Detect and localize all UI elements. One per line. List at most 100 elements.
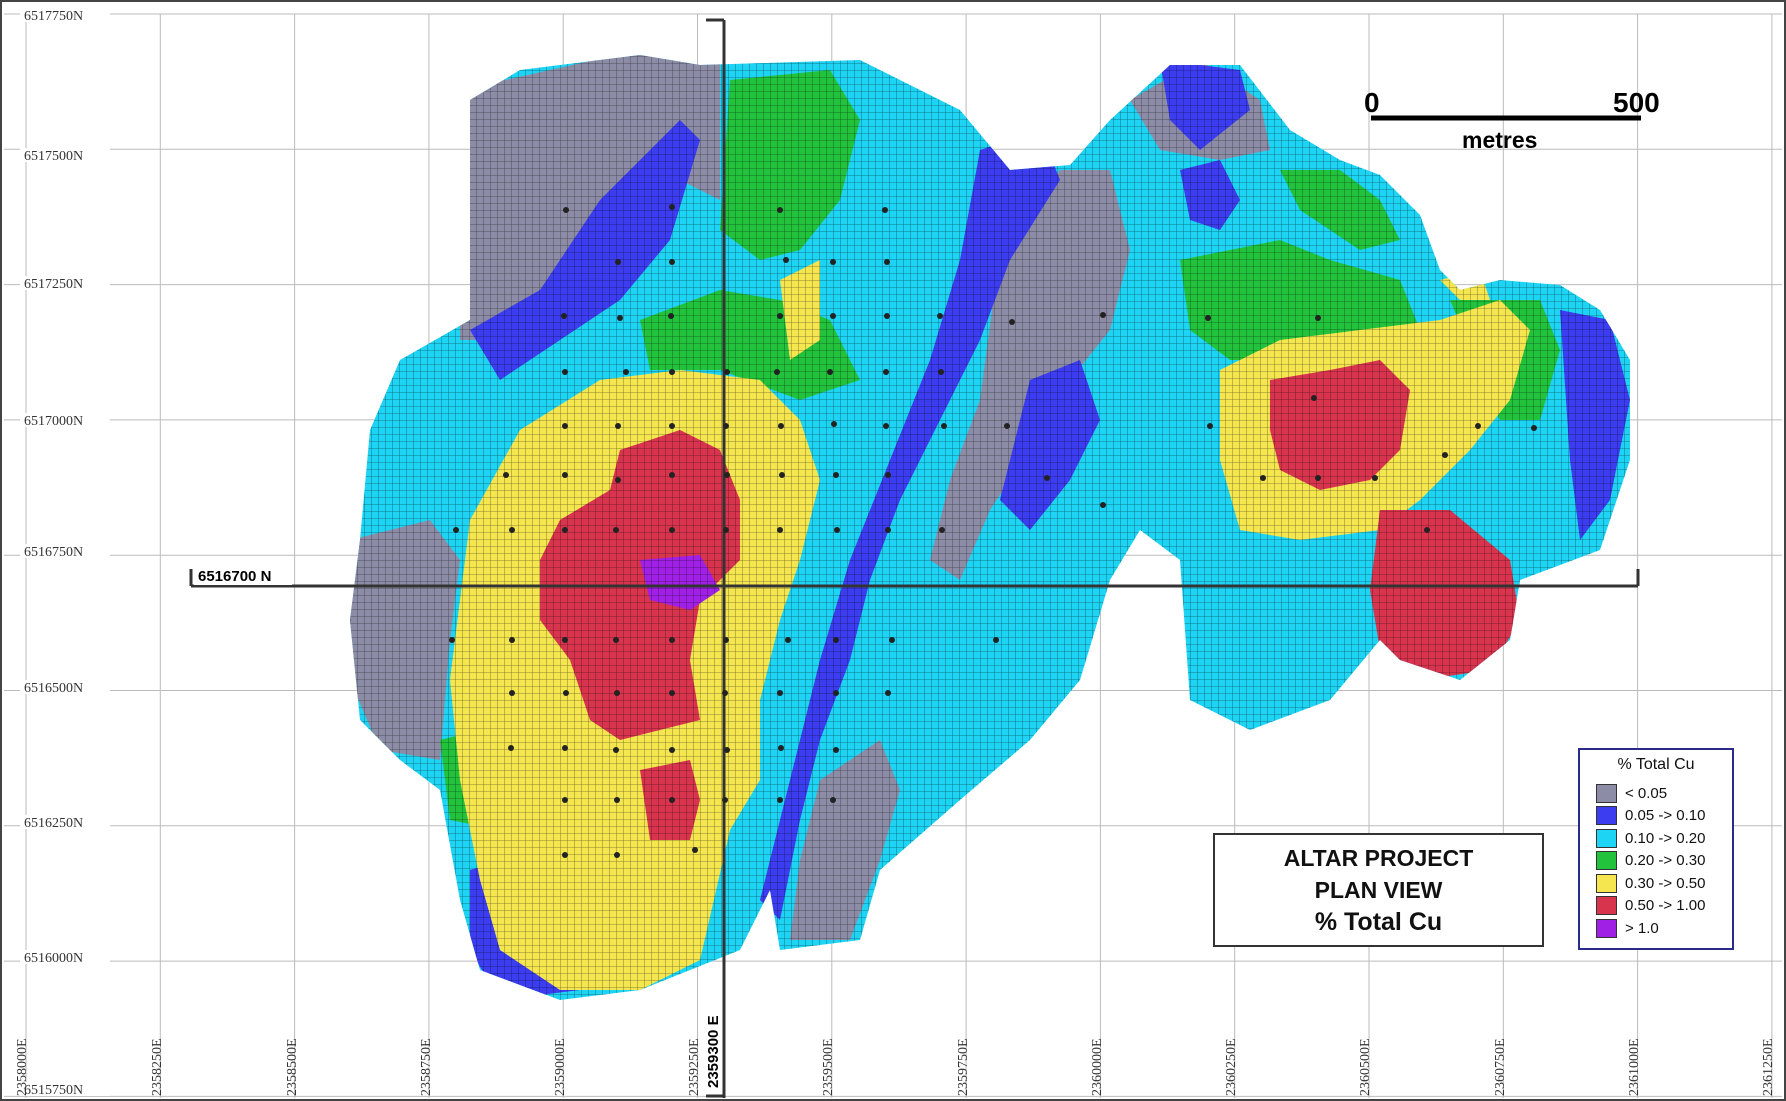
legend-item: 0.05 -> 0.10	[1580, 805, 1732, 828]
drill-hole-collar	[562, 472, 568, 478]
drill-hole-collar	[783, 257, 789, 263]
drill-hole-collar	[778, 745, 784, 751]
northing-label: 6516250N	[24, 816, 83, 831]
drill-hole-collar	[562, 637, 568, 643]
scale-bar: 0 500 metres	[1364, 87, 1660, 153]
drill-hole-collar	[722, 690, 728, 696]
drill-hole-collar	[882, 207, 888, 213]
legend-label: < 0.05	[1625, 784, 1668, 802]
drill-hole-collar	[724, 747, 730, 753]
drill-hole-collar	[614, 797, 620, 803]
drill-hole-collar	[724, 369, 730, 375]
drill-hole-collar	[941, 423, 947, 429]
map-title-box: ALTAR PROJECT PLAN VIEW % Total Cu	[1213, 833, 1544, 947]
drill-hole-collar	[669, 747, 675, 753]
drill-hole-collar	[617, 315, 623, 321]
drill-hole-collar	[938, 369, 944, 375]
drill-hole-collar	[883, 369, 889, 375]
easting-label: 2358000E	[15, 1038, 30, 1096]
northing-label: 6516500N	[24, 681, 83, 696]
drill-hole-collar	[777, 797, 783, 803]
drill-hole-collar	[830, 313, 836, 319]
drill-hole-collar	[993, 637, 999, 643]
drill-hole-collar	[562, 369, 568, 375]
drill-hole-collar	[615, 423, 621, 429]
drill-hole-collar	[508, 745, 514, 751]
legend-item: 0.50 -> 1.00	[1580, 895, 1732, 918]
drill-hole-collar	[563, 690, 569, 696]
drill-hole-collar	[722, 797, 728, 803]
legend-label: 0.20 -> 0.30	[1625, 852, 1706, 870]
drill-hole-collar	[889, 637, 895, 643]
drill-hole-collar	[669, 797, 675, 803]
easting-label: 2360750E	[1493, 1038, 1508, 1096]
drill-hole-collar	[827, 369, 833, 375]
drill-hole-collar	[1100, 502, 1106, 508]
drill-hole-collar	[1100, 312, 1106, 318]
map-title-line: PLAN VIEW	[1314, 877, 1443, 903]
easting-label: 2358500E	[285, 1038, 300, 1096]
drill-hole-collar	[669, 204, 675, 210]
drill-hole-collar	[937, 313, 943, 319]
easting-label: 2359250E	[687, 1038, 702, 1096]
drill-hole-collar	[1207, 423, 1213, 429]
drill-hole-collar	[449, 637, 455, 643]
legend-title: % Total Cu	[1617, 756, 1695, 773]
scale-bar-end: 500	[1613, 87, 1660, 118]
northing-label: 6517250N	[24, 277, 83, 292]
northing-label: 6515750N	[24, 1083, 83, 1098]
northing-label: 6516000N	[24, 951, 83, 966]
northing-label: 6517750N	[24, 9, 83, 24]
drill-hole-collar	[562, 852, 568, 858]
legend-item: < 0.05	[1580, 782, 1732, 805]
drill-hole-collar	[884, 313, 890, 319]
easting-label: 2358750E	[419, 1038, 434, 1096]
legend-swatch	[1596, 783, 1617, 803]
drill-hole-collar	[777, 690, 783, 696]
map-title-line: ALTAR PROJECT	[1283, 845, 1474, 871]
drill-hole-collar	[1531, 425, 1537, 431]
drill-hole-collar	[939, 527, 945, 533]
section-ns-label: 6516700 N	[198, 568, 271, 585]
drill-hole-collar	[614, 852, 620, 858]
legend-label: 0.50 -> 1.00	[1625, 897, 1706, 915]
drill-hole-collar	[1311, 395, 1317, 401]
drill-hole-collar	[778, 423, 784, 429]
drill-hole-collar	[1315, 475, 1321, 481]
drill-hole-collar	[774, 369, 780, 375]
easting-label: 2360500E	[1358, 1038, 1373, 1096]
easting-label: 2358250E	[150, 1038, 165, 1096]
northing-label: 6517000N	[24, 414, 83, 429]
legend-swatch	[1596, 806, 1617, 826]
drill-hole-collar	[885, 690, 891, 696]
northing-axis: 6517750N 6517500N 6517250N 6517000N 6516…	[20, 8, 110, 1098]
legend-label: 0.05 -> 0.10	[1625, 807, 1706, 825]
drill-hole-collar	[614, 690, 620, 696]
drill-hole-collar	[623, 369, 629, 375]
legend-item: 0.20 -> 0.30	[1580, 850, 1732, 873]
drill-hole-collar	[613, 637, 619, 643]
legend-item: 0.10 -> 0.20	[1580, 827, 1732, 850]
legend-swatch	[1596, 873, 1617, 893]
scale-bar-start: 0	[1364, 87, 1380, 118]
legend-label: > 1.0	[1625, 919, 1659, 937]
drill-hole-collar	[562, 527, 568, 533]
drill-hole-collar	[1442, 452, 1448, 458]
drill-hole-collar	[669, 259, 675, 265]
drill-hole-collar	[615, 477, 621, 483]
drill-hole-collar	[833, 690, 839, 696]
grade-legend: % Total Cu < 0.05 0.05 -> 0.10 0.10 -> 0…	[1578, 748, 1734, 950]
drill-hole-collar	[453, 527, 459, 533]
scale-bar-unit: metres	[1462, 127, 1537, 153]
section-ew-label: 2359300 E	[705, 1015, 722, 1088]
drill-hole-collar	[1424, 527, 1430, 533]
easting-label: 2359750E	[956, 1038, 971, 1096]
drill-hole-collar	[883, 423, 889, 429]
drill-hole-collar	[561, 313, 567, 319]
drill-hole-collar	[833, 747, 839, 753]
drill-hole-collar	[503, 472, 509, 478]
easting-label: 2360000E	[1090, 1038, 1105, 1096]
